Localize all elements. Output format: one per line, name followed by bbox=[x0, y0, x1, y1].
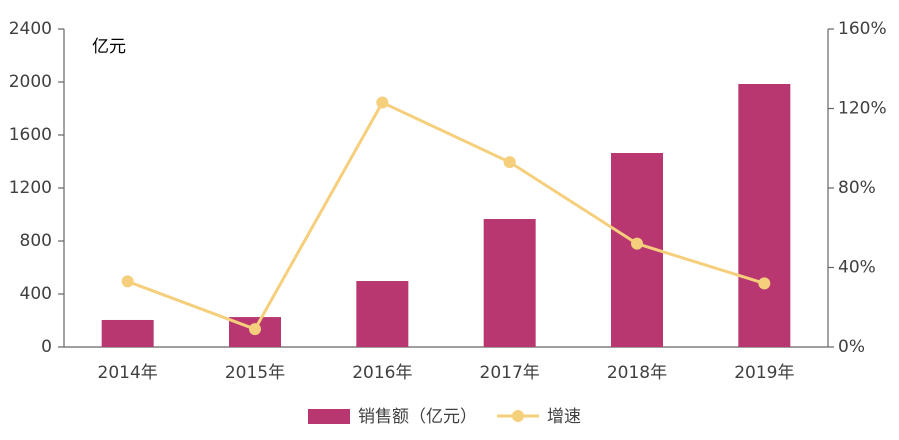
line bbox=[127, 100, 765, 331]
legend-swatch bbox=[308, 409, 350, 424]
bar bbox=[738, 83, 791, 348]
x-tick-label: 2016年 bbox=[352, 363, 412, 383]
line-marker bbox=[249, 323, 261, 336]
legend-label: 增速 bbox=[547, 407, 581, 427]
line-marker bbox=[503, 156, 516, 169]
bar bbox=[356, 281, 409, 347]
y-tick-label: 1200 bbox=[9, 178, 52, 198]
y-tick-label: 0 bbox=[41, 337, 52, 357]
line-marker bbox=[758, 277, 771, 290]
line-marker bbox=[376, 96, 389, 109]
y2-tick-label: 40% bbox=[838, 258, 876, 278]
y2-tick-label: 160% bbox=[838, 19, 887, 39]
y-tick-label: 400 bbox=[20, 284, 52, 304]
x-tick-label: 2015年 bbox=[225, 363, 285, 383]
y2-tick-label: 120% bbox=[838, 99, 887, 119]
x-tick-label: 2014年 bbox=[98, 363, 158, 383]
bar bbox=[483, 219, 536, 347]
y-tick-label: 1600 bbox=[9, 125, 52, 145]
line-marker bbox=[631, 237, 643, 250]
y-tick-label: 2400 bbox=[9, 19, 52, 39]
x-tick-label: 2018年 bbox=[607, 363, 667, 383]
y2-tick-label: 0% bbox=[838, 337, 865, 357]
y-tick-label: 2000 bbox=[9, 72, 52, 92]
legend-label: 销售额（亿元） bbox=[358, 407, 477, 427]
y-tick-label: 800 bbox=[20, 231, 52, 251]
y2-tick-label: 80% bbox=[838, 178, 876, 198]
line-marker bbox=[121, 275, 134, 288]
x-tick-label: 2017年 bbox=[480, 363, 540, 383]
y-unit-label: 亿元 bbox=[92, 37, 126, 57]
bar bbox=[101, 319, 154, 347]
legend-swatch bbox=[512, 410, 524, 422]
x-tick-label: 2019年 bbox=[734, 363, 794, 383]
